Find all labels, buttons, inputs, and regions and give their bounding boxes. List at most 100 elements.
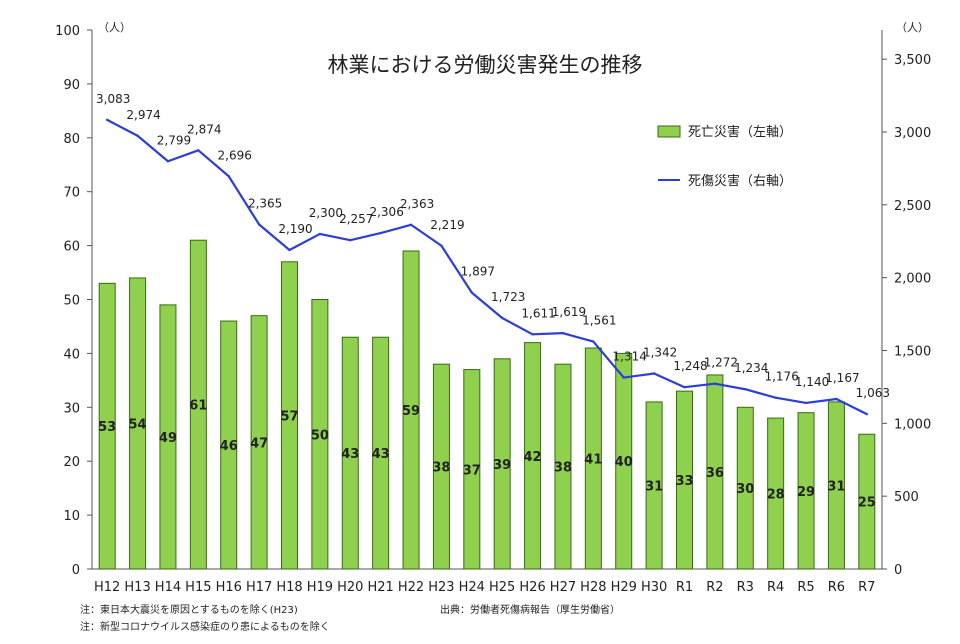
bar-data-label: 29 xyxy=(797,485,815,500)
left-axis-tick-label: 40 xyxy=(63,347,80,362)
bar-data-label: 28 xyxy=(767,488,785,503)
bar xyxy=(584,347,602,570)
x-axis-tick-label: H28 xyxy=(580,580,606,595)
bar xyxy=(250,315,268,570)
left-axis-tick-label: 50 xyxy=(63,294,80,309)
bar xyxy=(767,417,785,570)
bar-data-label: 61 xyxy=(189,399,207,414)
bar xyxy=(676,390,693,570)
line-group xyxy=(105,118,869,416)
line-point xyxy=(592,340,595,343)
bar-data-label: 25 xyxy=(858,496,876,511)
bar-data-label: 54 xyxy=(129,417,147,432)
right-axis-unit: （人） xyxy=(896,21,929,34)
line-point xyxy=(379,231,382,235)
bar xyxy=(129,277,147,570)
line-data-label: 1,140 xyxy=(795,375,829,389)
line-point xyxy=(865,412,869,416)
right-axis-tick-label: 1,000 xyxy=(894,417,931,432)
labels-group: 53 54 49 61 46 47 57 50 43 43 59 38 37 39 42 38 41 40 31 33… xyxy=(96,92,890,511)
line-data-label: 1,723 xyxy=(491,290,525,304)
line-data-label: 1,167 xyxy=(825,371,859,385)
left-axis-tick-label: 60 xyxy=(63,240,80,255)
left-axis-tick-label: 80 xyxy=(63,132,80,147)
bar xyxy=(98,282,116,570)
x-axis-tick-label: R7 xyxy=(858,580,875,595)
right-axis-tick-label: 3,000 xyxy=(894,126,931,141)
x-axis-tick-label: H18 xyxy=(276,580,302,595)
right-axis-tick-label: 2,500 xyxy=(894,199,931,214)
bar xyxy=(615,352,633,570)
left-axis-tick-label: 70 xyxy=(63,186,80,201)
line-data-label: 2,365 xyxy=(248,196,282,210)
line-data-label: 1,272 xyxy=(704,356,738,370)
line-point xyxy=(197,149,200,152)
x-axis-tick-label: H23 xyxy=(428,580,454,595)
note-1: 注：東日本大震災を原因とするものを除く(H23) xyxy=(80,603,298,616)
bars-group xyxy=(98,239,876,570)
bar xyxy=(493,358,511,570)
line-point xyxy=(622,376,625,379)
left-axis-tick-label: 10 xyxy=(63,509,80,524)
bar xyxy=(189,239,207,570)
source-note: 出典：労働者死傷病報告（厚生労働省） xyxy=(440,603,620,616)
line-point xyxy=(440,244,443,247)
bar xyxy=(281,261,298,570)
bar-data-label: 43 xyxy=(341,447,359,462)
bar-data-label: 37 xyxy=(463,463,481,478)
right-axis-tick-label: 0 xyxy=(894,563,902,578)
x-axis-tick-label: H29 xyxy=(611,580,637,595)
bar xyxy=(736,406,754,570)
x-axis-tick-label: H13 xyxy=(124,580,150,595)
line-point xyxy=(774,396,777,399)
bar xyxy=(372,336,390,570)
x-axis-tick-label: R3 xyxy=(737,580,754,595)
line-point xyxy=(227,175,230,178)
bar xyxy=(797,412,815,570)
bar-data-label: 30 xyxy=(736,482,754,497)
line-data-label: 2,363 xyxy=(400,197,434,211)
right-axis-tick-label: 2,000 xyxy=(894,272,931,287)
x-axis-tick-label: R1 xyxy=(676,580,693,595)
line-data-label: 1,342 xyxy=(643,346,677,360)
left-axis-unit: （人） xyxy=(98,21,131,34)
line-point xyxy=(136,134,139,137)
right-axis-tick-label: 500 xyxy=(894,490,919,505)
line-point xyxy=(744,388,747,391)
line-point xyxy=(409,223,413,226)
line-data-label: 2,874 xyxy=(187,122,221,136)
line-data-label: 1,063 xyxy=(856,386,890,400)
line-data-label: 1,234 xyxy=(734,361,768,375)
line-data-label: 3,083 xyxy=(96,92,130,106)
line-data-label: 2,257 xyxy=(339,212,373,226)
line-point xyxy=(683,386,686,389)
bar-data-label: 42 xyxy=(524,450,542,465)
bar xyxy=(341,336,359,570)
bar xyxy=(858,433,876,570)
line-point xyxy=(166,160,170,163)
bar xyxy=(554,363,572,570)
bar-data-label: 41 xyxy=(584,453,602,468)
line-point xyxy=(713,382,717,385)
line-point xyxy=(561,331,565,335)
left-axis-tick-label: 0 xyxy=(72,563,80,578)
axes-group: 0 10 20 30 40 50 60 70 80 90 100 0 500 1,000 1,500 2,00… xyxy=(55,24,931,595)
bar-data-label: 59 xyxy=(402,404,420,419)
bar-data-label: 31 xyxy=(645,479,663,494)
x-axis-tick-label: R2 xyxy=(706,580,723,595)
bar xyxy=(524,342,542,570)
line-data-label: 2,190 xyxy=(278,222,312,236)
bar-data-label: 36 xyxy=(706,466,724,481)
x-axis-tick-label: H20 xyxy=(337,580,363,595)
x-axis-tick-label: H30 xyxy=(641,580,667,595)
line-point xyxy=(500,316,504,320)
bar xyxy=(432,363,450,570)
left-axis-tick-label: 100 xyxy=(55,24,80,39)
legend: 死亡災害（左軸） 死傷災害（右軸） xyxy=(657,124,792,189)
bar-data-label: 39 xyxy=(493,458,511,473)
left-axis-tick-label: 90 xyxy=(63,78,80,93)
line-data-label: 1,561 xyxy=(582,314,616,328)
bar-data-label: 53 xyxy=(98,420,116,435)
left-axis-tick-label: 30 xyxy=(63,401,80,416)
